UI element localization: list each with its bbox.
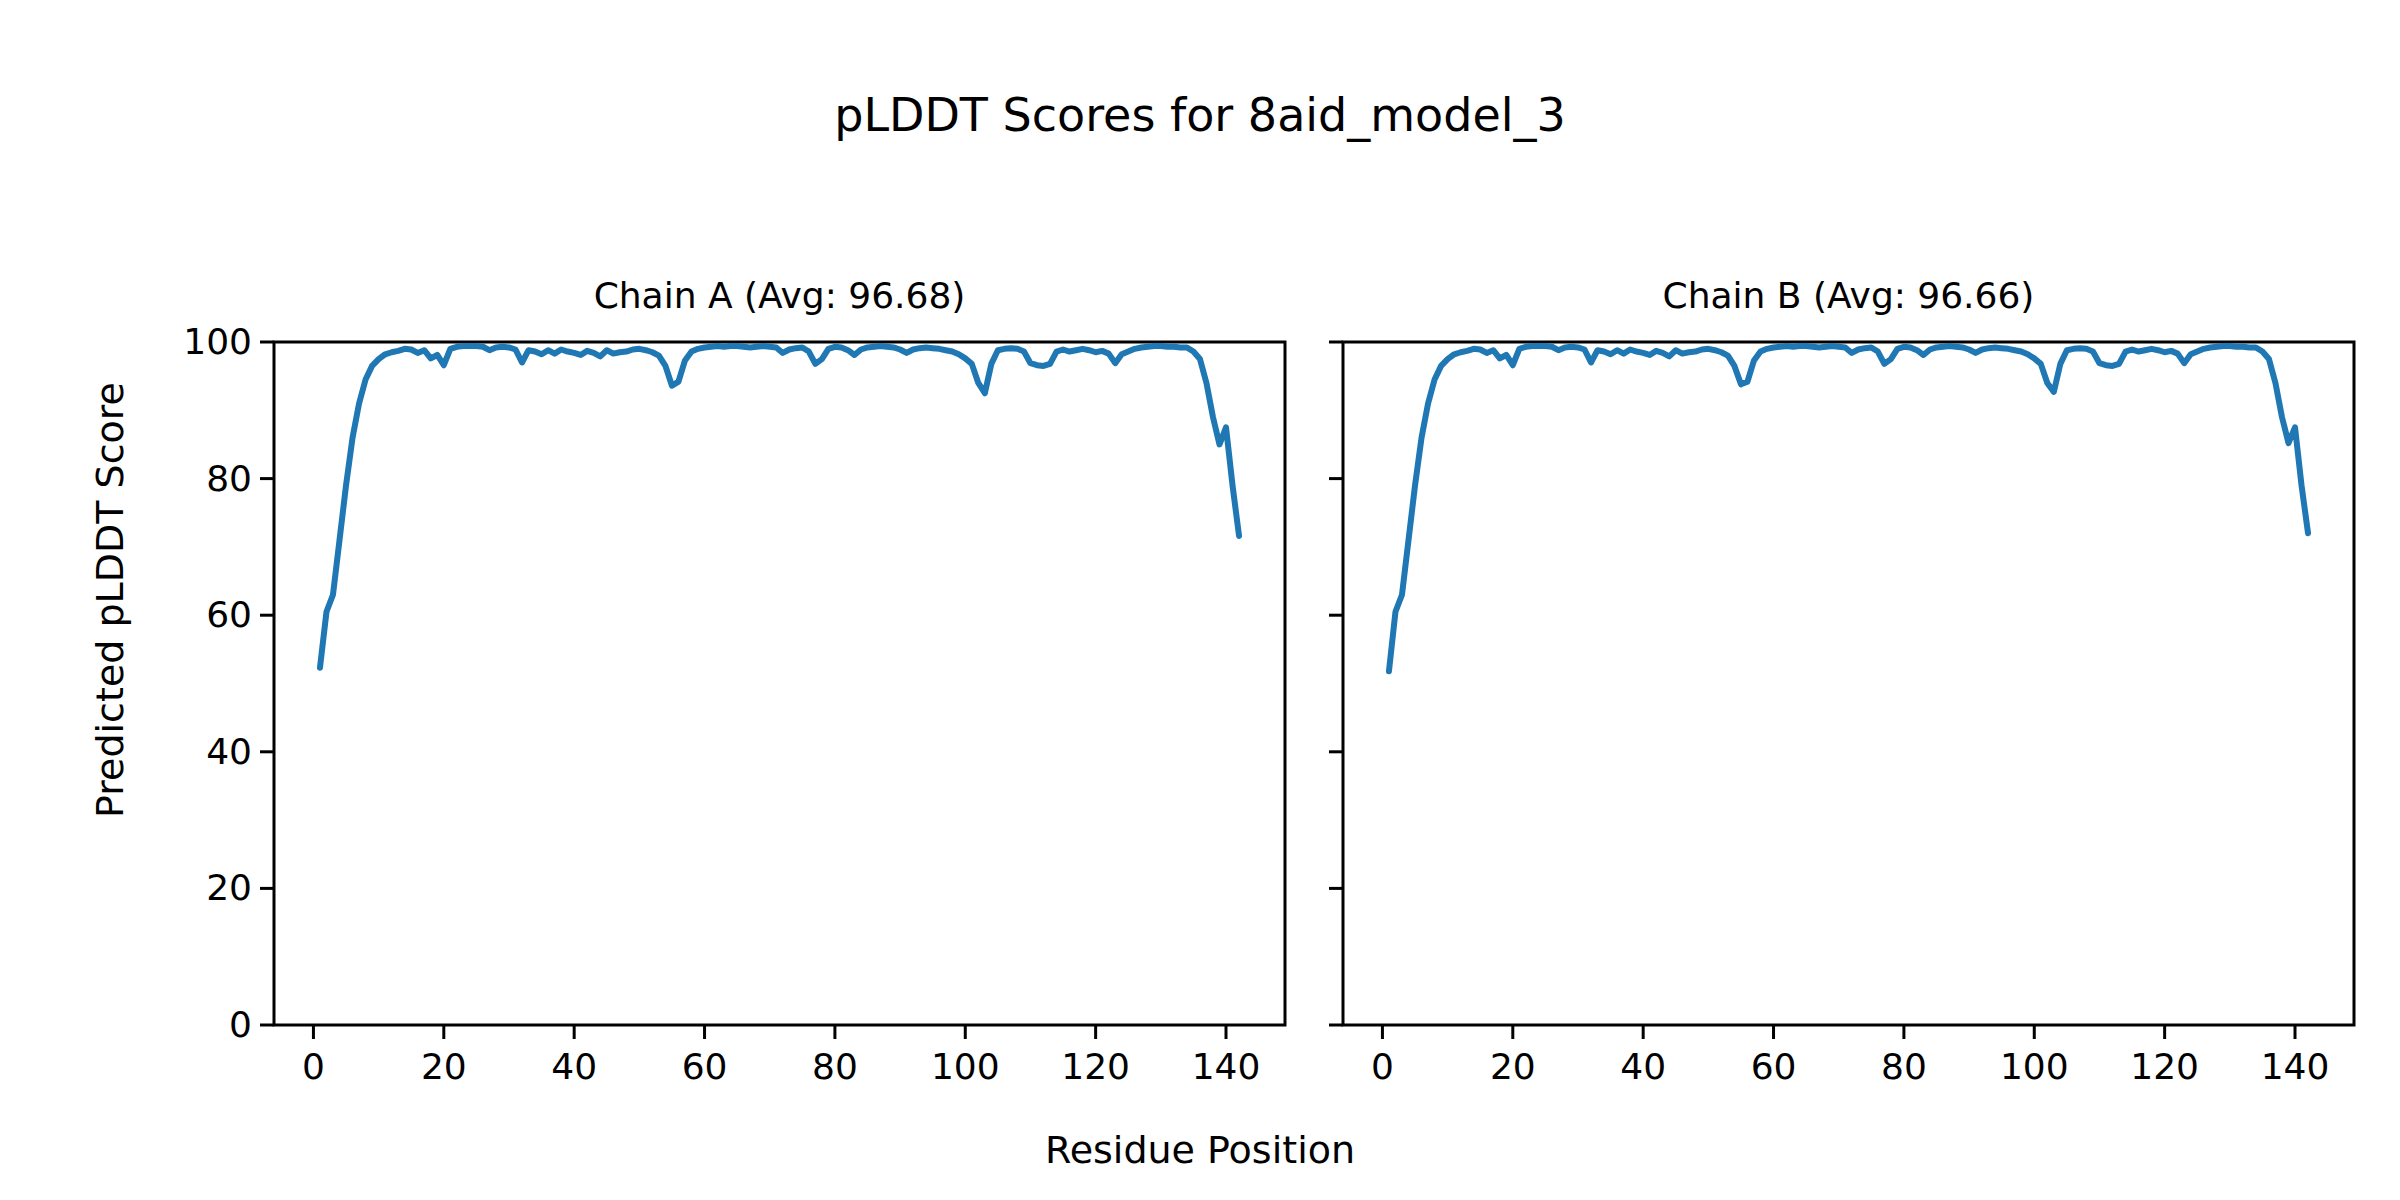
x-tick-label: 20 [1448,1045,1578,1089]
x-tick-label: 140 [2230,1045,2360,1089]
x-tick-label: 100 [1969,1045,2099,1089]
y-tick-label: 100 [122,320,252,364]
x-tick-label: 0 [248,1045,378,1089]
y-tick-label: 40 [122,730,252,774]
y-tick-label: 0 [122,1003,252,1047]
x-tick-label: 60 [1709,1045,1839,1089]
x-tick-label: 80 [1839,1045,1969,1089]
x-tick-label: 100 [900,1045,1030,1089]
plddt-line [1389,346,2308,671]
x-tick-label: 120 [1031,1045,1161,1089]
x-axis-label: Residue Position [1045,1128,1355,1172]
subplot-title-chain-b: Chain B (Avg: 96.66) [1343,272,2354,320]
chain-a-plot-area [274,342,1285,1025]
x-tick-label: 60 [640,1045,770,1089]
axes-spines [274,342,1285,1025]
x-tick-label: 80 [770,1045,900,1089]
x-tick-label: 140 [1161,1045,1291,1089]
x-tick-label: 120 [2100,1045,2230,1089]
x-tick-label: 40 [1578,1045,1708,1089]
chain-b-plot-area [1343,342,2354,1025]
figure: pLDDT Scores for 8aid_model_3 Predicted … [0,0,2400,1200]
y-tick-label: 60 [122,593,252,637]
subplot-title-chain-a: Chain A (Avg: 96.68) [274,272,1285,320]
plddt-line [320,346,1239,668]
y-tick-label: 80 [122,457,252,501]
x-tick-label: 0 [1317,1045,1447,1089]
x-tick-label: 40 [509,1045,639,1089]
axes-spines [1343,342,2354,1025]
x-tick-label: 20 [379,1045,509,1089]
y-tick-label: 20 [122,866,252,910]
figure-title: pLDDT Scores for 8aid_model_3 [0,88,2400,142]
